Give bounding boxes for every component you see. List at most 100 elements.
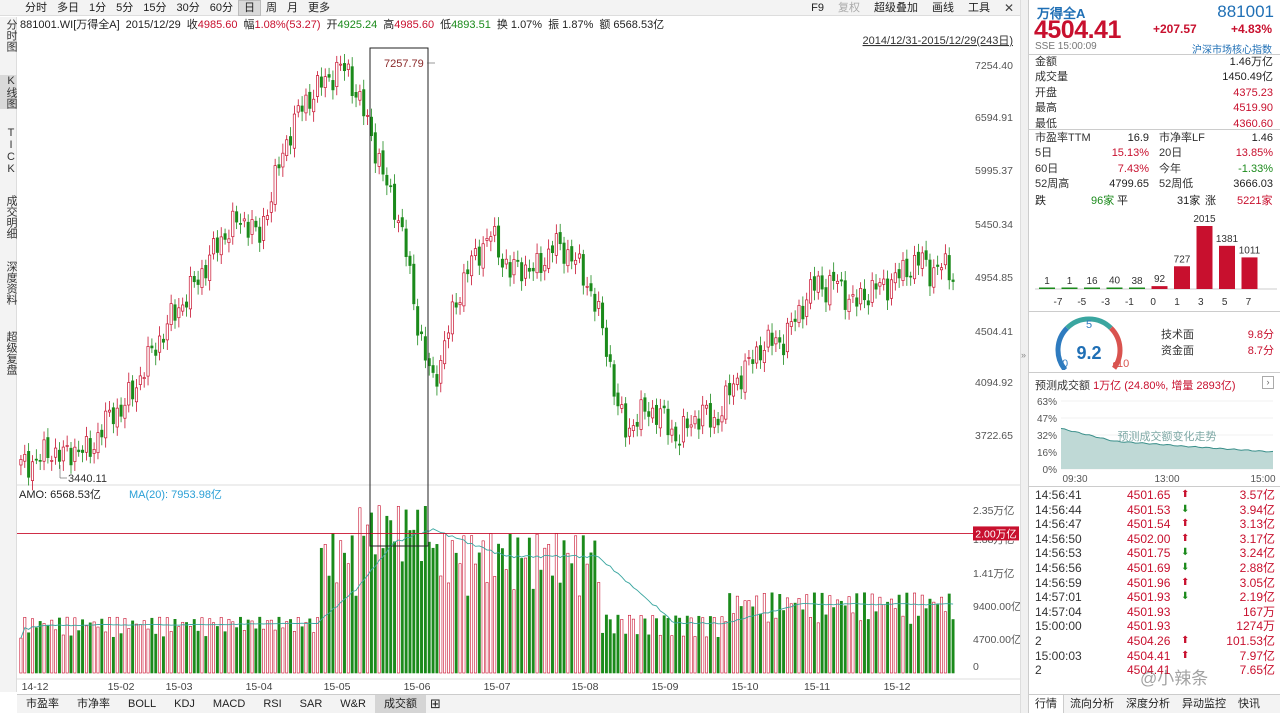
period-tab[interactable]: 多日 bbox=[57, 2, 79, 14]
close-icon[interactable]: ✕ bbox=[1003, 1, 1014, 15]
left-nav-item[interactable]: TICK bbox=[5, 127, 17, 175]
trade-price: 4501.65 bbox=[1127, 488, 1171, 502]
indicator-tab[interactable]: KDJ bbox=[174, 698, 195, 710]
quote-row-label: 开盘 bbox=[1035, 86, 1057, 99]
distribution-count: 1 bbox=[1067, 276, 1073, 287]
volume-bar bbox=[389, 520, 393, 674]
candle-body bbox=[693, 415, 697, 425]
indicator-tab[interactable]: W&R bbox=[340, 698, 366, 710]
candle-body bbox=[127, 382, 131, 406]
candle-body bbox=[832, 271, 836, 282]
indicator-tab[interactable]: 成交额 bbox=[374, 695, 426, 713]
period-tab[interactable]: 1分 bbox=[89, 2, 107, 14]
volume-bar bbox=[231, 621, 235, 674]
indicator-tabs: 市盈率 市净率 BOLL KDJ MACD RSI SAR W&R 成交额 ⊞ bbox=[17, 694, 1020, 713]
candle-body bbox=[797, 305, 801, 323]
left-nav-item[interactable]: 分时图 bbox=[5, 19, 17, 52]
volume-bar bbox=[932, 601, 936, 674]
core-index-link[interactable]: 沪深市场核心指数 bbox=[1192, 45, 1272, 56]
indicator-tab[interactable]: 市净率 bbox=[77, 698, 110, 710]
trade-row: 14:56:47 4501.54 ⬆ 3.13亿 bbox=[1035, 517, 1275, 532]
selection-box[interactable] bbox=[369, 47, 429, 547]
candle-body bbox=[366, 115, 370, 117]
amplitude-field: 振 1.87% bbox=[548, 19, 594, 31]
panel-collapse-handle[interactable]: » bbox=[1020, 0, 1028, 713]
volume-bar bbox=[728, 593, 732, 674]
panel-tab[interactable]: 异动监控 bbox=[1182, 698, 1226, 710]
gauge-arc bbox=[1055, 326, 1069, 370]
volume-bar bbox=[358, 507, 362, 674]
trade-row: 14:57:01 4501.93 ⬇ 2.19亿 bbox=[1035, 590, 1275, 605]
tool-menu-item[interactable]: 超级叠加 bbox=[874, 2, 918, 14]
kline-chart[interactable]: 7254.40 6594.91 5995.37 5450.34 4954.85 4504.… bbox=[17, 33, 1020, 693]
candle-body bbox=[628, 427, 632, 437]
quote-row-label: 最低 bbox=[1035, 117, 1057, 130]
add-indicator-icon[interactable]: ⊞ bbox=[429, 696, 441, 711]
candle-body bbox=[566, 249, 570, 267]
volume-bar bbox=[489, 533, 493, 674]
period-tab[interactable]: 更多 bbox=[308, 2, 330, 14]
period-tab[interactable]: 15分 bbox=[143, 2, 167, 14]
tool-menu-item[interactable]: 画线 bbox=[932, 2, 954, 14]
tool-menu-item[interactable]: F9 bbox=[811, 2, 824, 14]
candle-body bbox=[516, 259, 520, 262]
candle-body bbox=[134, 387, 138, 403]
period-tab[interactable]: 月 bbox=[287, 2, 298, 14]
tool-menu-item[interactable]: 复权 bbox=[838, 2, 860, 14]
candle-body bbox=[855, 297, 859, 307]
period-tab[interactable]: 30分 bbox=[176, 2, 200, 14]
indicator-tab[interactable]: RSI bbox=[263, 698, 282, 710]
fund-score-label: 资金面 bbox=[1161, 345, 1194, 357]
panel-tab[interactable]: 快讯 bbox=[1238, 698, 1260, 710]
panel-tab[interactable]: 行情 bbox=[1029, 695, 1064, 713]
volume-bar bbox=[816, 622, 820, 674]
indicator-tab[interactable]: SAR bbox=[299, 698, 323, 710]
candle-body bbox=[870, 280, 874, 303]
left-nav-item[interactable]: 成交明细 bbox=[5, 195, 17, 239]
candle-body bbox=[173, 304, 177, 321]
panel-tab[interactable]: 深度分析 bbox=[1126, 698, 1170, 710]
chevron-right-icon[interactable]: › bbox=[1262, 376, 1274, 389]
period-tab[interactable]: 周 bbox=[266, 2, 277, 14]
volume-bar bbox=[531, 588, 535, 674]
tool-menu-item[interactable]: 工具 bbox=[968, 2, 990, 14]
trade-price: 4504.41 bbox=[1127, 648, 1171, 663]
indicator-tab[interactable]: 市盈率 bbox=[26, 698, 59, 710]
trade-volume: 3.13亿 bbox=[1239, 517, 1275, 532]
panel-tab[interactable]: 流向分析 bbox=[1070, 698, 1114, 710]
left-nav-item[interactable]: K线图 bbox=[0, 75, 17, 109]
period-tab[interactable]: 分时 bbox=[25, 2, 47, 14]
trade-volume: 2.88亿 bbox=[1239, 560, 1275, 575]
left-nav-item[interactable]: 超级复盘 bbox=[5, 331, 17, 375]
volume-bar bbox=[169, 631, 173, 674]
candle-body bbox=[150, 345, 154, 349]
candle-body bbox=[874, 283, 878, 290]
left-nav-item[interactable]: 深度资料 bbox=[5, 261, 17, 305]
watermark: @小辣条 bbox=[1140, 669, 1209, 688]
volume-bar bbox=[404, 509, 408, 674]
volume-bar bbox=[797, 598, 801, 674]
distribution-bin-label: -5 bbox=[1077, 297, 1086, 308]
period-tab[interactable]: 5分 bbox=[116, 2, 134, 14]
indicator-tab[interactable]: MACD bbox=[212, 698, 246, 710]
volume-bar bbox=[639, 615, 643, 674]
trade-price: 4501.69 bbox=[1127, 560, 1171, 575]
period-tab[interactable]: 60分 bbox=[209, 2, 233, 14]
candle-body bbox=[812, 276, 816, 291]
candle-body bbox=[50, 460, 54, 462]
period-tab[interactable]: 日 bbox=[238, 0, 261, 16]
volume-bar bbox=[601, 632, 605, 674]
volume-bar bbox=[585, 563, 589, 674]
volume-bar bbox=[254, 628, 258, 674]
volume-bar bbox=[458, 563, 462, 674]
candle-body bbox=[889, 279, 893, 299]
left-vertical-nav: 分时图 K线图 TICK 成交明细深度资料超级复盘 bbox=[0, 17, 17, 692]
candle-body bbox=[181, 304, 185, 312]
trade-volume: 1274万 bbox=[1236, 619, 1275, 634]
candle-body bbox=[716, 418, 720, 426]
indicator-tab[interactable]: BOLL bbox=[128, 698, 157, 710]
volume-bar bbox=[38, 621, 42, 674]
pred-y-tick: 16% bbox=[1037, 448, 1057, 459]
price-change: +207.57 bbox=[1153, 22, 1197, 36]
volume-bar bbox=[373, 554, 377, 674]
